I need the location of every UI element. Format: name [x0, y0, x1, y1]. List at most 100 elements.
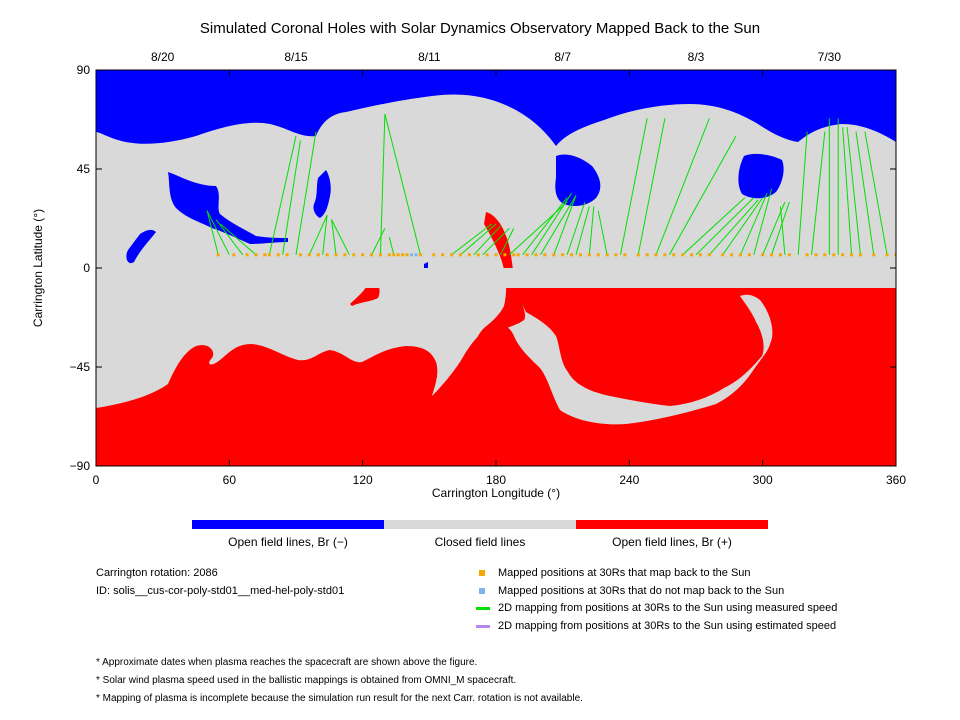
mapped-point: [561, 253, 565, 257]
mapped-point: [276, 253, 280, 257]
unmapped-point: [410, 253, 414, 257]
y-tick-label: 45: [77, 162, 91, 176]
date-label: 8/20: [151, 50, 175, 64]
field-line-measured: [682, 197, 746, 256]
field-line-measured: [708, 199, 759, 256]
mapped-point: [814, 253, 818, 257]
field-line-measured: [846, 127, 861, 255]
carrington-rotation: Carrington rotation: 2086: [96, 567, 218, 579]
field-line-measured: [282, 140, 301, 255]
field-line-measured: [499, 228, 515, 256]
legend-label-unmapped: Mapped positions at 30Rs that do not map…: [498, 585, 785, 597]
colorbar-label-positive: Open field lines, Br (+): [612, 535, 732, 549]
mapped-point: [636, 253, 640, 257]
mapped-point: [885, 253, 889, 257]
mapped-point: [578, 253, 582, 257]
note-speed: * Solar wind plasma speed used in the ba…: [96, 675, 517, 686]
mapped-point: [872, 253, 876, 257]
positive-small-right: [656, 310, 696, 326]
unmapped-point: [414, 253, 418, 257]
field-line-measured: [553, 195, 577, 255]
south-polar-coronal-hole: [96, 288, 896, 466]
mapped-point: [494, 253, 498, 257]
mapped-point: [325, 253, 329, 257]
field-line-measured: [797, 131, 808, 255]
mapped-point: [378, 253, 382, 257]
field-line-measured: [331, 219, 350, 256]
positive-tendril-center: [473, 212, 526, 360]
field-line-measured: [451, 223, 492, 256]
legend-label-estimated: 2D mapping from positions at 30Rs to the…: [498, 620, 837, 632]
date-label: 8/15: [284, 50, 308, 64]
field-line-measured: [753, 188, 773, 255]
field-line-measured: [220, 223, 257, 256]
date-label: 8/3: [688, 50, 705, 64]
y-tick-label: 90: [77, 63, 91, 77]
colorbar-label-negative: Open field lines, Br (−): [228, 535, 348, 549]
mapped-point: [396, 253, 400, 257]
mapped-point: [596, 253, 600, 257]
mapped-point: [316, 253, 320, 257]
colorbar-positive: [576, 520, 768, 529]
field-line-measured: [379, 113, 386, 255]
mapped-point: [458, 253, 462, 257]
field-line-measured: [575, 206, 590, 255]
field-line-measured: [779, 206, 786, 255]
field-line-measured: [540, 195, 577, 256]
mapped-point: [823, 253, 827, 257]
mapped-point: [730, 253, 734, 257]
mapped-point: [216, 253, 220, 257]
field-line-measured: [864, 131, 888, 255]
legend-label-mapped: Mapped positions at 30Rs that map back t…: [498, 567, 751, 579]
field-line-measured: [215, 219, 244, 256]
date-label: 8/7: [554, 50, 571, 64]
legend-marker-mapped: [479, 570, 485, 576]
north-polar-coronal-hole: [96, 70, 896, 146]
x-tick-label: 60: [223, 473, 237, 487]
field-line-measured: [308, 214, 328, 256]
mapped-point: [721, 253, 725, 257]
mapped-point: [512, 253, 516, 257]
mapped-point: [654, 253, 658, 257]
field-line-measured: [619, 118, 648, 255]
mapped-point: [334, 253, 338, 257]
field-line-measured: [371, 228, 386, 256]
mapped-point: [503, 253, 507, 257]
field-line-measured: [668, 135, 737, 256]
negative-hole-left-tail: [126, 229, 156, 264]
mapped-point: [352, 253, 356, 257]
mapped-point: [392, 253, 396, 257]
field-line-measured: [206, 210, 219, 255]
mapped-point: [298, 253, 302, 257]
mapped-point: [418, 253, 422, 257]
field-line-measured: [771, 201, 790, 255]
mapped-point: [778, 253, 782, 257]
x-tick-label: 180: [486, 473, 506, 487]
mapped-point: [232, 253, 236, 257]
x-tick-label: 120: [353, 473, 373, 487]
field-line-measured: [722, 197, 764, 256]
y-tick-label: 0: [83, 261, 90, 275]
mapped-point: [263, 253, 267, 257]
field-line-measured: [842, 127, 853, 255]
date-label: 8/11: [418, 50, 441, 64]
x-axis-label: Carrington Longitude (°): [431, 486, 561, 500]
note-dates: * Approximate dates when plasma reaches …: [96, 657, 478, 668]
mapped-point: [770, 253, 774, 257]
mapped-point: [387, 253, 391, 257]
field-line-measured: [268, 135, 297, 255]
mapped-point: [343, 253, 347, 257]
field-line-measured: [566, 201, 586, 255]
field-line-measured: [384, 113, 421, 255]
field-line-measured: [531, 192, 572, 256]
mapped-point: [361, 253, 365, 257]
mapped-point: [681, 253, 685, 257]
mapped-point: [832, 253, 836, 257]
field-line-measured: [206, 210, 230, 256]
legend-marker-estimated: [476, 625, 490, 628]
negative-hole-mid: [313, 170, 331, 218]
mapped-point: [401, 253, 405, 257]
mapped-point: [432, 253, 436, 257]
field-line-measured: [388, 237, 395, 255]
field-line-measured: [473, 225, 501, 256]
